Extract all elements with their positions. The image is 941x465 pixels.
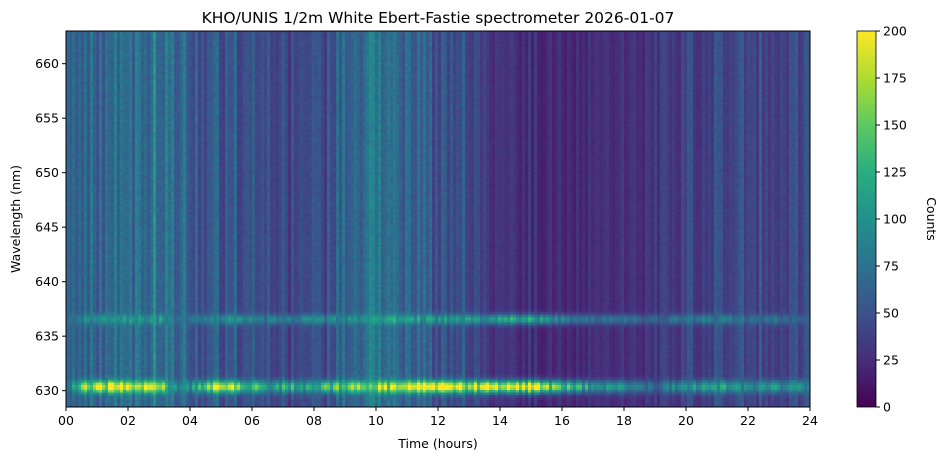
heatmap-cells: [66, 31, 811, 408]
chart-title: KHO/UNIS 1/2m White Ebert-Fastie spectro…: [202, 9, 675, 27]
